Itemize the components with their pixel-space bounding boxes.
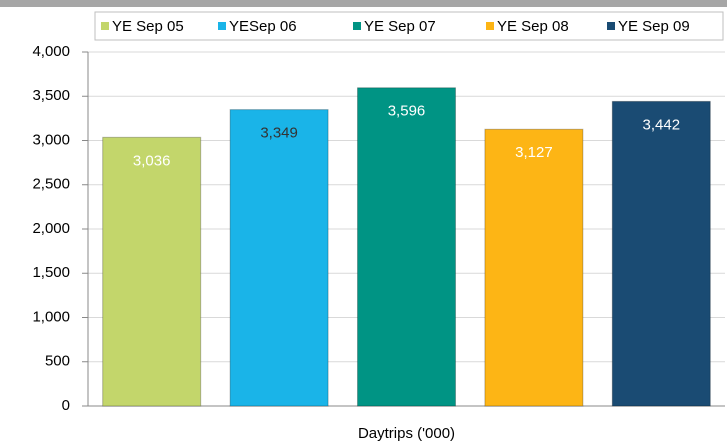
bar (484, 128, 584, 407)
y-tick-label: 3,500 (32, 87, 70, 104)
data-label: 3,127 (515, 144, 553, 161)
y-tick-label: 2,000 (32, 220, 70, 237)
legend-box (94, 11, 724, 41)
legend-swatch (218, 22, 226, 30)
y-tick-label: 4,000 (32, 43, 70, 60)
y-tick-label: 0 (62, 397, 70, 414)
top-band (0, 0, 727, 7)
y-tick-label: 500 (45, 353, 70, 370)
data-label: 3,442 (643, 116, 681, 133)
data-label: 3,036 (133, 152, 171, 169)
bar (229, 109, 329, 407)
y-tick-label: 2,500 (32, 176, 70, 193)
y-tick-label: 1,500 (32, 264, 70, 281)
bar (102, 136, 202, 407)
bar (611, 100, 711, 407)
legend-swatch (353, 22, 361, 30)
legend-swatch (607, 22, 615, 30)
data-label: 3,349 (260, 125, 298, 142)
y-tick-label: 1,000 (32, 308, 70, 325)
x-axis-label: Daytrips ('000) (358, 425, 455, 442)
legend-label: YE Sep 07 (364, 18, 436, 35)
legend-label: YE Sep 09 (618, 18, 690, 35)
bar (357, 87, 456, 407)
legend-swatch (486, 22, 494, 30)
legend-label: YE Sep 05 (112, 18, 184, 35)
legend-label: YE Sep 08 (497, 18, 569, 35)
data-label: 3,596 (388, 103, 426, 120)
y-tick-label: 3,000 (32, 131, 70, 148)
legend-swatch (101, 22, 109, 30)
legend-label: YESep 06 (229, 18, 297, 35)
